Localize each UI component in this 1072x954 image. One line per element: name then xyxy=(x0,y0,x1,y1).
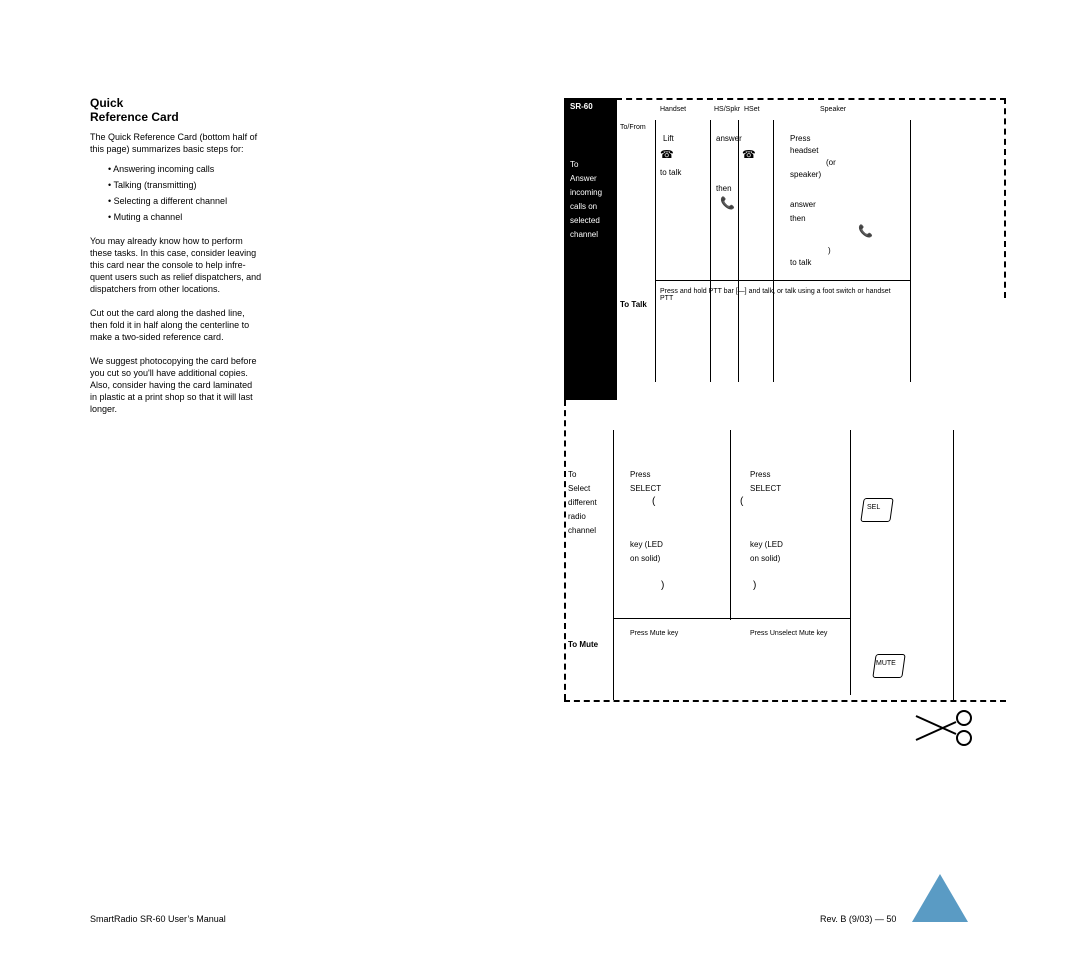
footer-manual: SmartRadio SR-60 User’s Manual xyxy=(90,914,226,924)
handset-head: Handset xyxy=(660,106,686,113)
c3-l5: answer xyxy=(790,200,816,209)
hsspkr-head1: HS/Spkr xyxy=(714,106,740,113)
sr60-label: SR-60 xyxy=(570,102,593,111)
body-text-2e: dispatchers from other locations. xyxy=(90,284,220,294)
c3-l3: (or xyxy=(826,158,836,167)
top-h-mid xyxy=(655,280,910,281)
body-text-4b: you cut so you'll have additional copies… xyxy=(90,368,248,378)
handset-icon-1: ☎ xyxy=(660,148,674,161)
phone-icon-3: 📞 xyxy=(858,224,873,238)
dash-top xyxy=(616,98,1006,100)
header-subtitle: Reference Card xyxy=(90,110,179,124)
phone-icon-2: 📞 xyxy=(720,196,735,210)
black-r2: incoming xyxy=(570,188,602,197)
c3-l1: Press xyxy=(790,134,810,143)
hsspkr-head2: HSet xyxy=(744,106,760,113)
bc2-l1: Press xyxy=(750,470,770,479)
body-text-2: You may already know how to perform xyxy=(90,236,243,246)
black-r0: To xyxy=(570,160,578,169)
speaker-head: Speaker xyxy=(820,106,846,113)
top-v4 xyxy=(910,120,911,382)
bc1-paren-close: ) xyxy=(661,580,664,591)
c3-l2: headset xyxy=(790,146,818,155)
top-v2b xyxy=(738,120,739,382)
scissors-icon xyxy=(912,708,976,753)
black-r3: calls on xyxy=(570,202,597,211)
body-text-1: The Quick Reference Card (bottom half of xyxy=(90,132,257,142)
bc1-paren-open: ( xyxy=(652,496,655,507)
bc2-paren-close: ) xyxy=(753,580,756,591)
body-text-4c: Also, consider having the card laminated xyxy=(90,380,252,390)
c3-rparen: ) xyxy=(828,246,831,255)
body-text-1b: this page) summarizes basic steps for: xyxy=(90,144,244,154)
bullet-4: • Muting a channel xyxy=(108,212,182,222)
tomute-c1: Press Mute key xyxy=(630,630,720,637)
c3-l4: speaker) xyxy=(790,170,821,179)
tomute: To Mute xyxy=(568,640,598,649)
nav-triangle-icon[interactable] xyxy=(912,874,968,922)
top-black-label xyxy=(564,98,616,400)
top-v3 xyxy=(773,120,774,382)
bl-r3: different xyxy=(568,498,597,507)
bc1-l4: on solid) xyxy=(630,554,660,563)
body-text-4d: in plastic at a print shop so that it wi… xyxy=(90,392,253,402)
handset-icon-2: ☎ xyxy=(742,148,756,161)
bot-v2 xyxy=(730,430,731,620)
tofrom-label: To/From xyxy=(620,124,646,131)
top-v1 xyxy=(655,120,656,382)
bl-r4: radio xyxy=(568,512,586,521)
mute-label: MUTE xyxy=(876,660,896,667)
bullet-2: • Talking (transmitting) xyxy=(108,180,197,190)
bc1-l3: key (LED xyxy=(630,540,663,549)
c3-l7: to talk xyxy=(790,258,811,267)
body-text-2c: this card near the console to help infre… xyxy=(90,260,246,270)
c2-ans: answer xyxy=(716,134,742,143)
dash-bottom xyxy=(564,700,1006,702)
bot-h-mid xyxy=(613,618,850,619)
body-text-3b: then fold it in half along the centerlin… xyxy=(90,320,249,330)
black-r5: channel xyxy=(570,230,598,239)
header-title: Quick xyxy=(90,96,123,110)
bc2-l4: on solid) xyxy=(750,554,780,563)
top-v2 xyxy=(710,120,711,382)
bullet-1: • Answering incoming calls xyxy=(108,164,214,174)
black-r1: Answer xyxy=(570,174,597,183)
black-r4: selected xyxy=(570,216,600,225)
tomute-c2: Press Unselect Mute key xyxy=(750,630,840,637)
dash-right-partial xyxy=(1004,98,1006,298)
body-text-3c: make a two-sided reference card. xyxy=(90,332,224,342)
bc2-l2: SELECT xyxy=(750,484,781,493)
bl-r2: Select xyxy=(568,484,590,493)
bl-r5: channel xyxy=(568,526,596,535)
top-v0 xyxy=(616,98,617,400)
footer-page: Rev. B (9/03) — 50 xyxy=(820,914,896,924)
c3-l6: then xyxy=(790,214,806,223)
c1-lift: Lift xyxy=(663,134,674,143)
page-root: Quick Reference Card The Quick Reference… xyxy=(0,0,1072,954)
bc1-l1: Press xyxy=(630,470,650,479)
bot-right-line xyxy=(953,430,954,700)
body-text-2d: quent users such as relief dispatchers, … xyxy=(90,272,261,282)
sel-label-1: SEL xyxy=(867,504,880,511)
bc2-paren-open: ( xyxy=(740,496,743,507)
c1-talk: to talk xyxy=(660,168,681,177)
c2-then: then xyxy=(716,184,732,193)
bullet-3: • Selecting a different channel xyxy=(108,196,227,206)
body-text-4: We suggest photocopying the card before xyxy=(90,356,256,366)
totalk-desc: Press and hold PTT bar [—] and talk, or … xyxy=(660,288,900,302)
totalk: To Talk xyxy=(620,300,647,309)
dash-left xyxy=(564,400,566,700)
bot-left-line xyxy=(613,430,614,700)
bc1-l2: SELECT xyxy=(630,484,661,493)
bot-v3 xyxy=(850,430,851,695)
body-text-3: Cut out the card along the dashed line, xyxy=(90,308,245,318)
bl-r1: To xyxy=(568,470,576,479)
body-text-4e: longer. xyxy=(90,404,117,414)
body-text-2b: these tasks. In this case, consider leav… xyxy=(90,248,256,258)
bc2-l3: key (LED xyxy=(750,540,783,549)
